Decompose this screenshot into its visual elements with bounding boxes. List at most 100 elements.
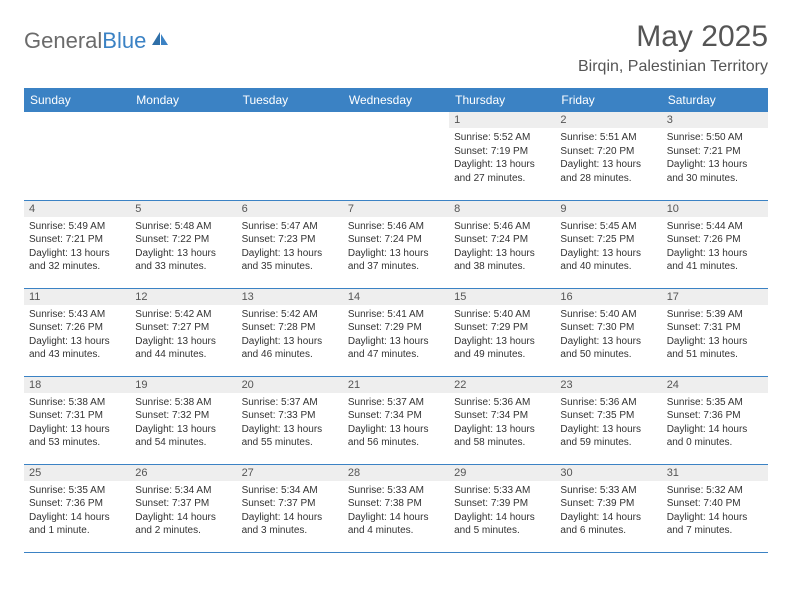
calendar-cell: 2Sunrise: 5:51 AMSunset: 7:20 PMDaylight… bbox=[555, 112, 661, 200]
calendar-cell: 7Sunrise: 5:46 AMSunset: 7:24 PMDaylight… bbox=[343, 200, 449, 288]
daylight-line: Daylight: 13 hours and 30 minutes. bbox=[667, 158, 763, 185]
day-info: Sunrise: 5:34 AMSunset: 7:37 PMDaylight:… bbox=[237, 481, 343, 542]
daylight-line: Daylight: 13 hours and 38 minutes. bbox=[454, 247, 550, 274]
sunrise-line: Sunrise: 5:35 AM bbox=[29, 484, 125, 498]
logo: GeneralBlue bbox=[24, 20, 170, 54]
daylight-line: Daylight: 13 hours and 40 minutes. bbox=[560, 247, 656, 274]
sunrise-line: Sunrise: 5:33 AM bbox=[560, 484, 656, 498]
sunrise-line: Sunrise: 5:48 AM bbox=[135, 220, 231, 234]
calendar-row: 4Sunrise: 5:49 AMSunset: 7:21 PMDaylight… bbox=[24, 200, 768, 288]
sunrise-line: Sunrise: 5:37 AM bbox=[242, 396, 338, 410]
day-number: 13 bbox=[237, 289, 343, 305]
day-info: Sunrise: 5:33 AMSunset: 7:39 PMDaylight:… bbox=[555, 481, 661, 542]
calendar-cell: 5Sunrise: 5:48 AMSunset: 7:22 PMDaylight… bbox=[130, 200, 236, 288]
sunrise-line: Sunrise: 5:46 AM bbox=[348, 220, 444, 234]
sunset-line: Sunset: 7:19 PM bbox=[454, 145, 550, 159]
calendar-cell: 17Sunrise: 5:39 AMSunset: 7:31 PMDayligh… bbox=[662, 288, 768, 376]
calendar-cell-blank bbox=[24, 112, 130, 200]
day-info: Sunrise: 5:40 AMSunset: 7:30 PMDaylight:… bbox=[555, 305, 661, 366]
day-info: Sunrise: 5:34 AMSunset: 7:37 PMDaylight:… bbox=[130, 481, 236, 542]
daylight-line: Daylight: 14 hours and 3 minutes. bbox=[242, 511, 338, 538]
day-info: Sunrise: 5:42 AMSunset: 7:27 PMDaylight:… bbox=[130, 305, 236, 366]
day-number: 11 bbox=[24, 289, 130, 305]
calendar-cell: 25Sunrise: 5:35 AMSunset: 7:36 PMDayligh… bbox=[24, 464, 130, 552]
day-number: 23 bbox=[555, 377, 661, 393]
daylight-line: Daylight: 13 hours and 55 minutes. bbox=[242, 423, 338, 450]
calendar-cell-blank bbox=[343, 112, 449, 200]
day-number: 25 bbox=[24, 465, 130, 481]
day-header-row: Sunday Monday Tuesday Wednesday Thursday… bbox=[24, 88, 768, 112]
day-number: 15 bbox=[449, 289, 555, 305]
day-number: 14 bbox=[343, 289, 449, 305]
sunrise-line: Sunrise: 5:35 AM bbox=[667, 396, 763, 410]
day-number: 18 bbox=[24, 377, 130, 393]
day-info: Sunrise: 5:36 AMSunset: 7:35 PMDaylight:… bbox=[555, 393, 661, 454]
daylight-line: Daylight: 13 hours and 28 minutes. bbox=[560, 158, 656, 185]
sunrise-line: Sunrise: 5:40 AM bbox=[560, 308, 656, 322]
day-number: 31 bbox=[662, 465, 768, 481]
day-number: 3 bbox=[662, 112, 768, 128]
day-number: 2 bbox=[555, 112, 661, 128]
calendar-cell: 19Sunrise: 5:38 AMSunset: 7:32 PMDayligh… bbox=[130, 376, 236, 464]
day-number: 1 bbox=[449, 112, 555, 128]
sunset-line: Sunset: 7:33 PM bbox=[242, 409, 338, 423]
daylight-line: Daylight: 13 hours and 47 minutes. bbox=[348, 335, 444, 362]
day-number: 24 bbox=[662, 377, 768, 393]
calendar-cell: 12Sunrise: 5:42 AMSunset: 7:27 PMDayligh… bbox=[130, 288, 236, 376]
daylight-line: Daylight: 13 hours and 50 minutes. bbox=[560, 335, 656, 362]
calendar-cell: 21Sunrise: 5:37 AMSunset: 7:34 PMDayligh… bbox=[343, 376, 449, 464]
daylight-line: Daylight: 13 hours and 35 minutes. bbox=[242, 247, 338, 274]
day-number-blank bbox=[24, 112, 130, 128]
sunset-line: Sunset: 7:35 PM bbox=[560, 409, 656, 423]
day-info: Sunrise: 5:46 AMSunset: 7:24 PMDaylight:… bbox=[343, 217, 449, 278]
day-info: Sunrise: 5:48 AMSunset: 7:22 PMDaylight:… bbox=[130, 217, 236, 278]
daylight-line: Daylight: 13 hours and 54 minutes. bbox=[135, 423, 231, 450]
day-header-monday: Monday bbox=[130, 88, 236, 112]
daylight-line: Daylight: 13 hours and 56 minutes. bbox=[348, 423, 444, 450]
calendar-cell: 4Sunrise: 5:49 AMSunset: 7:21 PMDaylight… bbox=[24, 200, 130, 288]
sunset-line: Sunset: 7:34 PM bbox=[454, 409, 550, 423]
daylight-line: Daylight: 14 hours and 4 minutes. bbox=[348, 511, 444, 538]
day-number: 20 bbox=[237, 377, 343, 393]
calendar-cell: 31Sunrise: 5:32 AMSunset: 7:40 PMDayligh… bbox=[662, 464, 768, 552]
day-header-friday: Friday bbox=[555, 88, 661, 112]
day-number-blank bbox=[343, 112, 449, 128]
sunrise-line: Sunrise: 5:37 AM bbox=[348, 396, 444, 410]
day-info: Sunrise: 5:47 AMSunset: 7:23 PMDaylight:… bbox=[237, 217, 343, 278]
daylight-line: Daylight: 13 hours and 46 minutes. bbox=[242, 335, 338, 362]
calendar-cell: 14Sunrise: 5:41 AMSunset: 7:29 PMDayligh… bbox=[343, 288, 449, 376]
calendar-cell: 1Sunrise: 5:52 AMSunset: 7:19 PMDaylight… bbox=[449, 112, 555, 200]
sunset-line: Sunset: 7:24 PM bbox=[348, 233, 444, 247]
day-number: 10 bbox=[662, 201, 768, 217]
sunset-line: Sunset: 7:27 PM bbox=[135, 321, 231, 335]
sunset-line: Sunset: 7:23 PM bbox=[242, 233, 338, 247]
sunset-line: Sunset: 7:30 PM bbox=[560, 321, 656, 335]
calendar-cell: 27Sunrise: 5:34 AMSunset: 7:37 PMDayligh… bbox=[237, 464, 343, 552]
day-info: Sunrise: 5:36 AMSunset: 7:34 PMDaylight:… bbox=[449, 393, 555, 454]
day-number: 26 bbox=[130, 465, 236, 481]
day-number: 16 bbox=[555, 289, 661, 305]
day-number: 9 bbox=[555, 201, 661, 217]
day-info: Sunrise: 5:41 AMSunset: 7:29 PMDaylight:… bbox=[343, 305, 449, 366]
sunrise-line: Sunrise: 5:40 AM bbox=[454, 308, 550, 322]
day-info: Sunrise: 5:44 AMSunset: 7:26 PMDaylight:… bbox=[662, 217, 768, 278]
day-number: 22 bbox=[449, 377, 555, 393]
day-info: Sunrise: 5:52 AMSunset: 7:19 PMDaylight:… bbox=[449, 128, 555, 189]
day-number: 7 bbox=[343, 201, 449, 217]
calendar-row: 18Sunrise: 5:38 AMSunset: 7:31 PMDayligh… bbox=[24, 376, 768, 464]
day-number: 27 bbox=[237, 465, 343, 481]
day-number: 12 bbox=[130, 289, 236, 305]
day-info: Sunrise: 5:32 AMSunset: 7:40 PMDaylight:… bbox=[662, 481, 768, 542]
calendar-cell: 15Sunrise: 5:40 AMSunset: 7:29 PMDayligh… bbox=[449, 288, 555, 376]
sunset-line: Sunset: 7:40 PM bbox=[667, 497, 763, 511]
daylight-line: Daylight: 13 hours and 59 minutes. bbox=[560, 423, 656, 450]
daylight-line: Daylight: 13 hours and 43 minutes. bbox=[29, 335, 125, 362]
day-info: Sunrise: 5:38 AMSunset: 7:31 PMDaylight:… bbox=[24, 393, 130, 454]
day-number: 17 bbox=[662, 289, 768, 305]
logo-text: GeneralBlue bbox=[24, 28, 146, 54]
day-number: 30 bbox=[555, 465, 661, 481]
daylight-line: Daylight: 13 hours and 37 minutes. bbox=[348, 247, 444, 274]
day-header-saturday: Saturday bbox=[662, 88, 768, 112]
sunrise-line: Sunrise: 5:34 AM bbox=[135, 484, 231, 498]
sunset-line: Sunset: 7:31 PM bbox=[667, 321, 763, 335]
